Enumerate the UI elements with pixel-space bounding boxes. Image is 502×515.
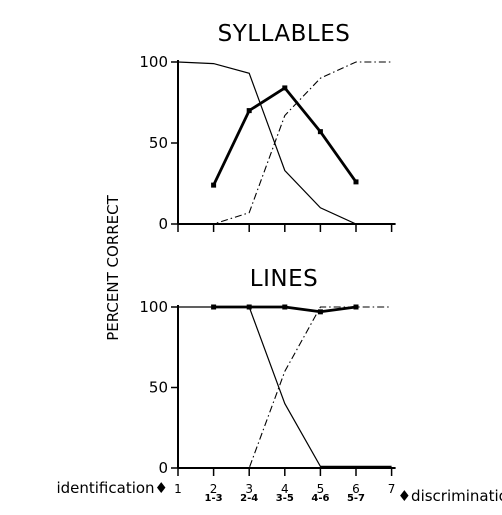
syllables-panel: SYLLABLES 0 50 100 [139,21,396,233]
identification-a-line [178,306,392,467]
discrimination-point [211,182,217,188]
identification-tick-label: 6 [352,482,360,496]
y-tick-label: 100 [139,298,168,316]
discrimination-tick-label: 3-5 [276,493,294,504]
identification-tick-label: 7 [388,482,396,496]
discrimination-tick-label: 1-3 [205,493,223,504]
identification-tick-label: 3 [245,482,253,496]
identification-tick-label: 4 [281,482,289,496]
discrimination-point [246,304,252,310]
y-axis-label: PERCENT CORRECT [104,194,122,340]
panel-title: LINES [250,266,318,292]
discrimination-point [282,85,288,91]
identification-tick-label: 5 [317,482,325,496]
discrimination-tick-label: 4-6 [311,493,329,504]
y-tick-label: 0 [158,459,168,477]
panel-title: SYLLABLES [218,21,351,47]
identification-tick-label: 2 [210,482,218,496]
identification-b-line [178,61,392,225]
y-tick-label: 100 [139,53,168,71]
discrimination-point [353,304,359,310]
discrimination-point [317,309,323,315]
y-axis-label-text: PERCENT CORRECT [104,194,122,340]
identification-row-label: identification♦ [56,479,168,497]
identification-a-line [177,61,392,225]
y-tick-label: 50 [149,379,168,397]
y-tick-label: 50 [149,134,168,152]
discrimination-point [211,304,217,310]
y-tick-label: 0 [158,215,168,233]
lines-panel: LINES 0 50 100 [139,266,396,477]
x-axis-labels: identification♦ 1 2 3 4 5 6 7 1-3 2-4 3-5 4-6 5-7 ♦di… [56,479,502,505]
discrimination-point [353,179,359,185]
discrimination-point [282,304,288,310]
discrimination-point [317,129,323,135]
discrimination-row-label: ♦discrimination [398,487,502,505]
discrimination-point [246,108,252,114]
identification-b-line [178,306,392,469]
discrimination-tick-label: 5-7 [347,493,365,504]
identification-tick-label: 1 [174,482,182,496]
discrimination-tick-label: 2-4 [240,493,258,504]
